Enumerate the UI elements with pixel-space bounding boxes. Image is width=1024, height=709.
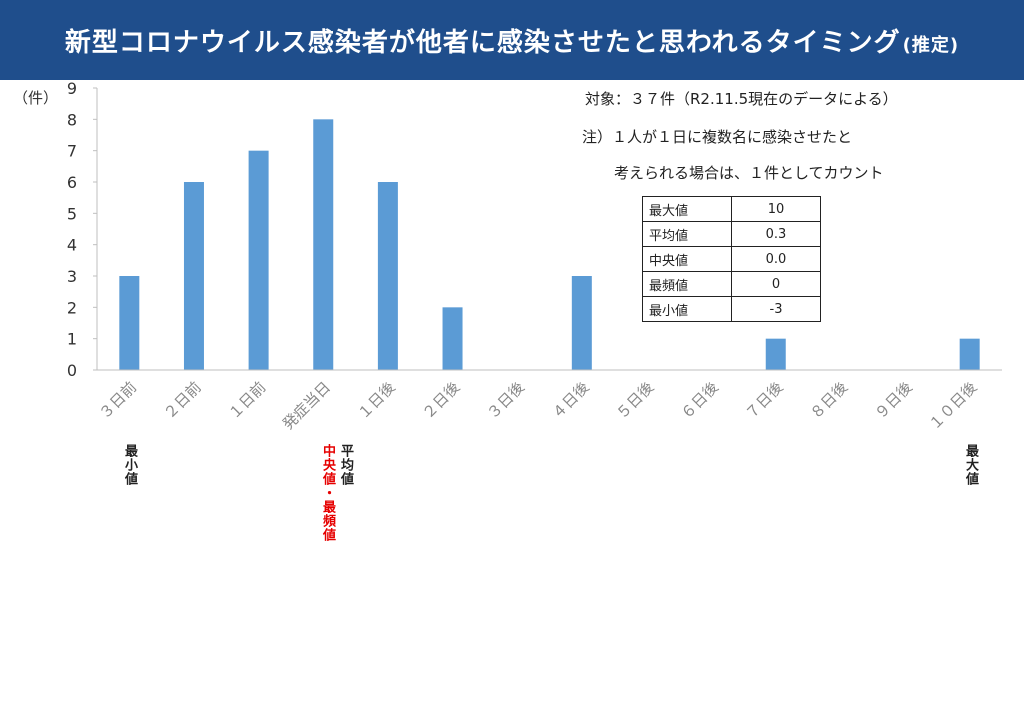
stat-label: 最大値 [642,196,732,222]
max-marker: 最大値 [963,444,978,486]
count-note-line2: 考えられる場合は、１件としてカウント [614,164,884,182]
x-tick-label: ５日後 [613,378,658,423]
x-tick-label: ４日後 [548,378,593,423]
x-axis: ３日前 ２日前 １日前 発症当日 １日後 ２日後 ３日後 ４日後 ５日後 ６日後 ７日後 ８日後 ９日後… [96,369,1002,433]
bar [765,338,786,370]
bar [313,119,334,370]
y-tick-label: 1 [67,330,77,349]
x-tick-label: ９日後 [871,378,916,423]
x-tick-label: ６日後 [677,378,722,423]
table-row: 最頻値 0 [642,271,821,297]
median-mode-marker: 中央値・最頻値 [320,444,335,542]
x-tick-label: ７日後 [742,378,787,423]
bar [442,307,463,370]
stat-label: 最頻値 [642,271,732,297]
bars [119,119,980,370]
y-tick-label: 4 [67,236,77,255]
y-tick-label: 7 [67,142,77,161]
min-marker: 最小値 [122,444,137,486]
stat-label: 平均値 [642,221,732,247]
x-tick-label: ２日後 [419,378,464,423]
x-tick-label: ３日前 [96,378,141,423]
mean-marker: 平均値 [338,444,353,486]
x-tick-label: ２日前 [160,378,205,423]
table-row: 平均値 0.3 [642,221,821,247]
stat-value: 0.0 [731,246,821,272]
bar [119,276,140,370]
target-note: 対象：３７件（R2.11.5現在のデータによる） [585,90,898,108]
bar [377,182,398,370]
bar [959,338,980,370]
y-axis: 0 1 2 3 4 5 6 7 8 9 [67,79,98,380]
stat-value: 0.3 [731,221,821,247]
y-tick-label: 9 [67,79,77,98]
bar [248,150,269,370]
y-tick-label: 5 [67,204,77,223]
y-tick-label: 0 [67,361,77,380]
stat-label: 中央値 [642,246,732,272]
y-tick-label: 2 [67,298,77,317]
stat-value: 10 [731,196,821,222]
stat-value: -3 [731,296,821,322]
statistics-table: 最大値 10 平均値 0.3 中央値 0.0 最頻値 0 最小値 -3 [642,196,821,322]
x-tick-label: １０日後 [925,378,980,433]
x-tick-label: 発症当日 [279,378,334,433]
stat-label: 最小値 [642,296,732,322]
y-tick-label: 3 [67,267,77,286]
table-row: 最大値 10 [642,196,821,222]
x-tick-label: ３日後 [483,378,528,423]
table-row: 中央値 0.0 [642,246,821,272]
x-tick-label: １日後 [354,378,399,423]
x-tick-label: １日前 [225,378,270,423]
stat-value: 0 [731,271,821,297]
y-tick-label: 6 [67,173,77,192]
page-title-suffix: (推定) [902,34,960,56]
y-tick-label: 8 [67,110,77,129]
count-note-line1: 注）１人が１日に複数名に感染させたと [582,128,853,146]
bar [571,276,592,370]
x-tick-label: ８日後 [807,378,852,423]
y-axis-label: （件） [13,89,58,107]
title-banner: 新型コロナウイルス感染者が他者に感染させたと思われるタイミング (推定) [0,0,1024,80]
page-title: 新型コロナウイルス感染者が他者に感染させたと思われるタイミング (推定) [64,27,960,58]
table-row: 最小値 -3 [642,296,821,322]
bar [183,182,204,370]
